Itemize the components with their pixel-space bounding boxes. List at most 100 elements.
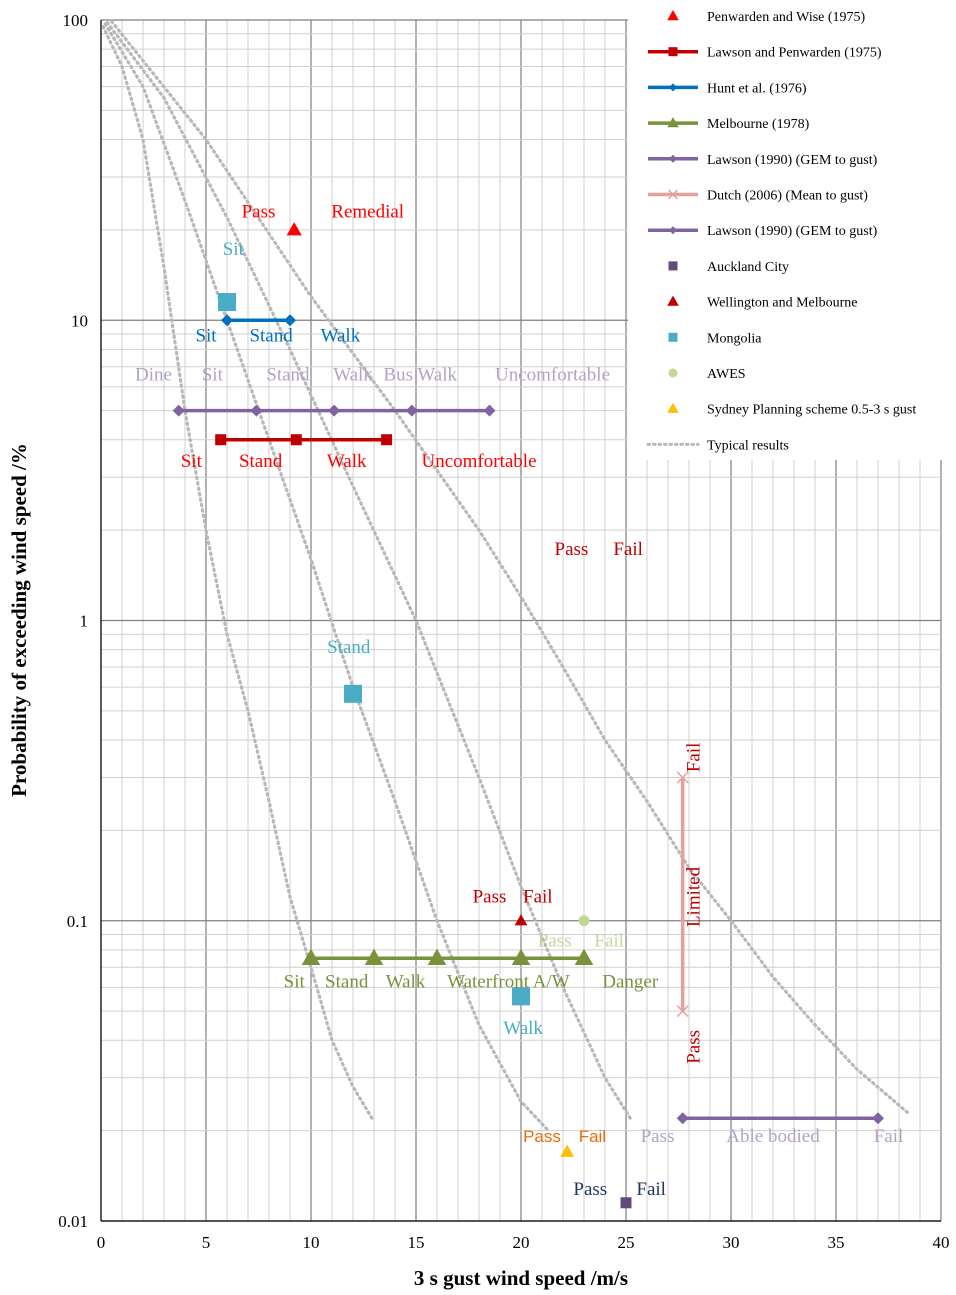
triangle-marker <box>667 117 679 128</box>
annotation-label: Fail <box>594 931 624 952</box>
square-marker <box>218 293 236 312</box>
annotation-label: Limited <box>684 866 705 927</box>
square-marker <box>381 434 393 446</box>
triangle-marker <box>301 948 321 965</box>
annotation-label: Walk <box>327 451 367 472</box>
diamond-marker <box>328 404 341 417</box>
diamond-marker <box>284 314 296 327</box>
annotation-label: Pass <box>473 887 507 908</box>
square-marker <box>668 332 678 342</box>
diamond-marker <box>221 314 233 327</box>
diamond-marker <box>669 226 677 235</box>
y-tick-label: 1 <box>80 612 89 631</box>
x-marker-stroke <box>667 189 679 200</box>
x-marker <box>667 189 679 200</box>
triangle-marker <box>427 948 447 965</box>
x-tick-label: 20 <box>513 1233 530 1252</box>
triangle-marker <box>667 10 679 21</box>
annotation-label: Fail <box>523 887 553 908</box>
triangle-marker <box>667 402 679 413</box>
annotation-label: Uncomfortable <box>495 364 610 385</box>
annotation-label: Sit <box>284 971 306 992</box>
annotation-label: Uncomfortable <box>421 451 536 472</box>
diamond-marker <box>250 404 263 417</box>
annotation-label: Waterfront A/W <box>447 971 570 992</box>
typical-results-curve <box>103 22 550 1133</box>
triangle-marker <box>574 948 594 965</box>
circle-marker <box>668 368 678 378</box>
diamond-marker <box>172 404 185 417</box>
annotation-label: Fail <box>636 1179 666 1200</box>
annotation-label: Stand <box>249 325 293 346</box>
annotation-label: Bus Walk <box>383 364 457 385</box>
circle-marker <box>578 915 590 927</box>
y-tick-label: 0.01 <box>58 1212 88 1231</box>
legend-label: Auckland City <box>707 260 789 275</box>
square-marker <box>668 261 678 271</box>
legend-label: AWES <box>707 367 746 382</box>
x-tick-label: 10 <box>303 1233 320 1252</box>
legend-label: Lawson (1990) (GEM to gust) <box>707 153 878 168</box>
triangle-marker <box>286 222 302 236</box>
diamond-marker <box>405 404 418 417</box>
annotation-label: Sit <box>202 364 224 385</box>
square-marker <box>215 434 227 446</box>
annotation-label: Stand <box>327 637 371 658</box>
diamond-marker <box>669 83 677 92</box>
annotation-label: Dine <box>135 364 172 385</box>
square-marker <box>668 47 678 57</box>
y-tick-label: 100 <box>63 11 89 30</box>
annotation-label: Sit <box>223 239 245 260</box>
x-tick-label: 35 <box>828 1233 845 1252</box>
legend-label: Melbourne (1978) <box>707 117 810 132</box>
annotation-label: Pass <box>573 1179 607 1200</box>
x-tick-label: 0 <box>97 1233 106 1252</box>
typical-results-curve <box>109 19 910 1114</box>
grid <box>100 19 942 1222</box>
y-tick-label: 10 <box>71 311 88 330</box>
typical-results-curve <box>101 25 374 1120</box>
square-marker <box>512 987 530 1006</box>
annotation-label: Remedial <box>331 201 404 222</box>
diamond-marker <box>483 404 496 417</box>
axis-ticks: 0 5 10 15 20 25 30 35 40 0.01 0.1 1 10 100 <box>58 11 949 1252</box>
triangle-marker <box>560 1144 575 1157</box>
triangle-marker <box>514 914 528 926</box>
annotation-label: Stand <box>239 451 283 472</box>
x-marker-stroke <box>676 1005 689 1018</box>
x-tick-label: 15 <box>408 1233 425 1252</box>
annotation-label: Fail <box>579 1127 606 1146</box>
legend: Penwarden and Wise (1975) Lawson and Penw… <box>646 10 916 453</box>
x-marker <box>676 1005 689 1018</box>
diamond-marker <box>676 1112 689 1125</box>
annotation-label: Fail <box>613 539 643 560</box>
legend-label: Mongolia <box>707 331 762 346</box>
annotation-label: Walk <box>321 325 361 346</box>
legend-label: Lawson and Penwarden (1975) <box>707 46 882 61</box>
annotation-label: Pass <box>641 1126 675 1147</box>
x-tick-label: 40 <box>933 1233 950 1252</box>
annotation-label: Pass <box>684 1030 705 1064</box>
annotation-label: Walk <box>503 1018 543 1039</box>
annotation-label: Stand <box>266 364 310 385</box>
y-axis-title: Probability of exceeding wind speed /% <box>7 443 31 797</box>
legend-label: Sydney Planning scheme 0.5-3 s gust <box>707 403 916 418</box>
legend-label: Dutch (2006) (Mean to gust) <box>707 189 868 204</box>
x-tick-label: 30 <box>723 1233 740 1252</box>
annotation-label: Walk <box>333 364 373 385</box>
square-marker <box>344 684 362 703</box>
annotation-label: Sit <box>181 451 203 472</box>
annotation-label: Sit <box>195 325 217 346</box>
annotation-label: Pass <box>242 201 276 222</box>
x-tick-label: 25 <box>618 1233 635 1252</box>
x-axis-title: 3 s gust wind speed /m/s <box>414 1266 628 1290</box>
diamond-marker <box>872 1112 884 1125</box>
annotation-label: Fail <box>874 1126 904 1147</box>
x-marker-stroke <box>676 771 689 784</box>
triangle-marker <box>364 948 384 965</box>
annotation-label: Pass <box>538 931 572 952</box>
annotation-label: Pass <box>523 1127 561 1146</box>
triangle-marker <box>667 295 679 306</box>
legend-label: Penwarden and Wise (1975) <box>707 10 866 25</box>
